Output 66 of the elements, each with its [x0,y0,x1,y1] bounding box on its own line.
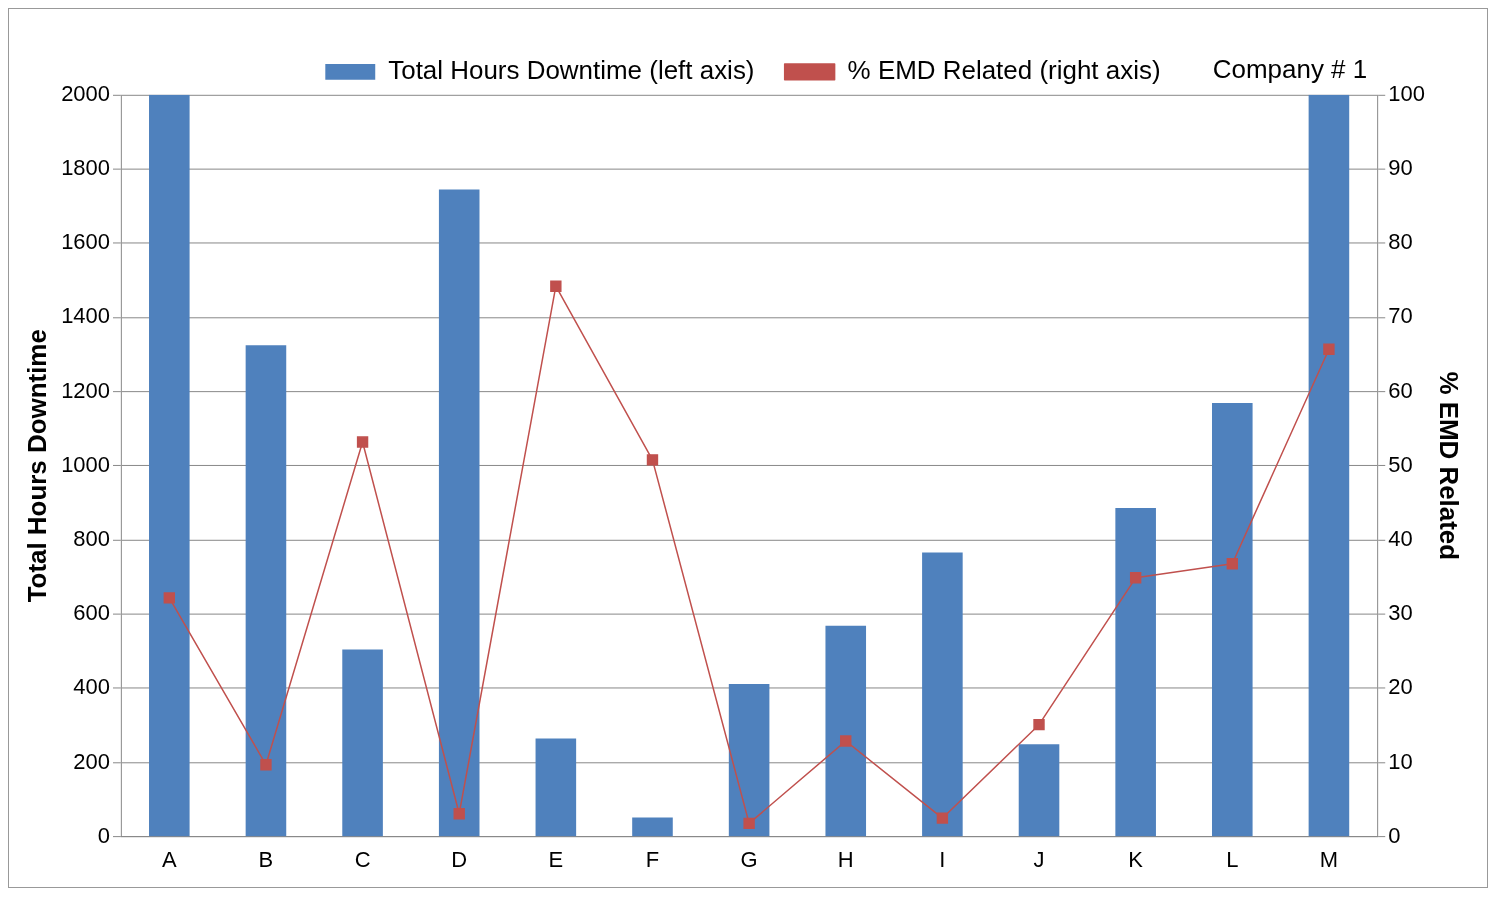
legend-label: % EMD Related (right axis) [847,56,1161,85]
point [550,280,562,292]
y-tick-label: 200 [73,748,110,774]
y2-tick-label: 70 [1388,303,1413,329]
point [356,436,369,448]
bar [728,683,770,837]
y-axis-title: Total Hours Downtime [22,329,51,603]
bar [1308,94,1350,837]
legend-label: Total Hours Downtime (left axis) [388,56,755,85]
y-tick-label: 1200 [61,377,110,403]
y2-axis-title: % EMD Related [1435,371,1464,561]
y-tick-label: 1000 [61,451,110,477]
y2-tick-label: 20 [1388,674,1413,700]
bar [1115,508,1156,837]
bar [149,94,190,837]
bar [342,649,383,837]
y-tick-label: 1800 [61,155,110,181]
bar [1212,403,1253,837]
point [646,454,659,466]
y-tick-label: 2000 [61,80,110,106]
x-tick-label: A [161,846,177,872]
point [163,592,175,604]
point [260,759,272,771]
point [1129,572,1142,584]
bar [632,817,673,837]
y-tick-label: 800 [73,526,110,551]
y-tick-label: 400 [73,674,110,700]
bar [245,345,287,837]
text: Company # 1 [1212,55,1368,84]
bar [1018,744,1060,837]
y-tick-label: 600 [73,600,110,626]
x-tick-label: E [548,846,564,872]
x-tick-label: M [1319,846,1339,872]
point [1033,719,1045,731]
point [453,808,465,820]
x-tick-label: H [837,846,854,872]
bar [535,738,577,837]
x-tick-label: C [354,846,371,872]
y2-tick-label: 90 [1388,155,1413,181]
y2-tick-label: 30 [1388,600,1413,626]
y-tick-label: 1400 [61,303,110,329]
y2-tick-label: 0 [1388,822,1401,848]
x-tick-label: L [1226,846,1239,872]
point [936,812,949,824]
x-tick-label: I [939,846,946,872]
y-tick-label: 1600 [61,229,110,255]
x-tick-label: G [740,846,758,872]
y2-tick-label: 50 [1388,451,1413,477]
x-tick-label: F [645,846,660,872]
y2-tick-label: 60 [1388,377,1413,403]
bar [438,189,480,837]
point [1226,558,1238,570]
point [840,735,852,747]
x-tick-label: J [1033,846,1045,872]
bar [825,625,867,837]
bar [922,552,963,837]
point [743,817,755,830]
y2-tick-label: 80 [1388,229,1413,255]
y2-tick-label: 40 [1388,526,1413,551]
x-tick-label: B [258,846,274,872]
point [1323,343,1335,355]
x-tick-label: D [451,846,468,872]
y2-tick-label: 100 [1388,80,1425,106]
x-tick-label: K [1128,846,1144,872]
y2-tick-label: 10 [1388,748,1413,774]
y-tick-label: 0 [97,822,110,848]
